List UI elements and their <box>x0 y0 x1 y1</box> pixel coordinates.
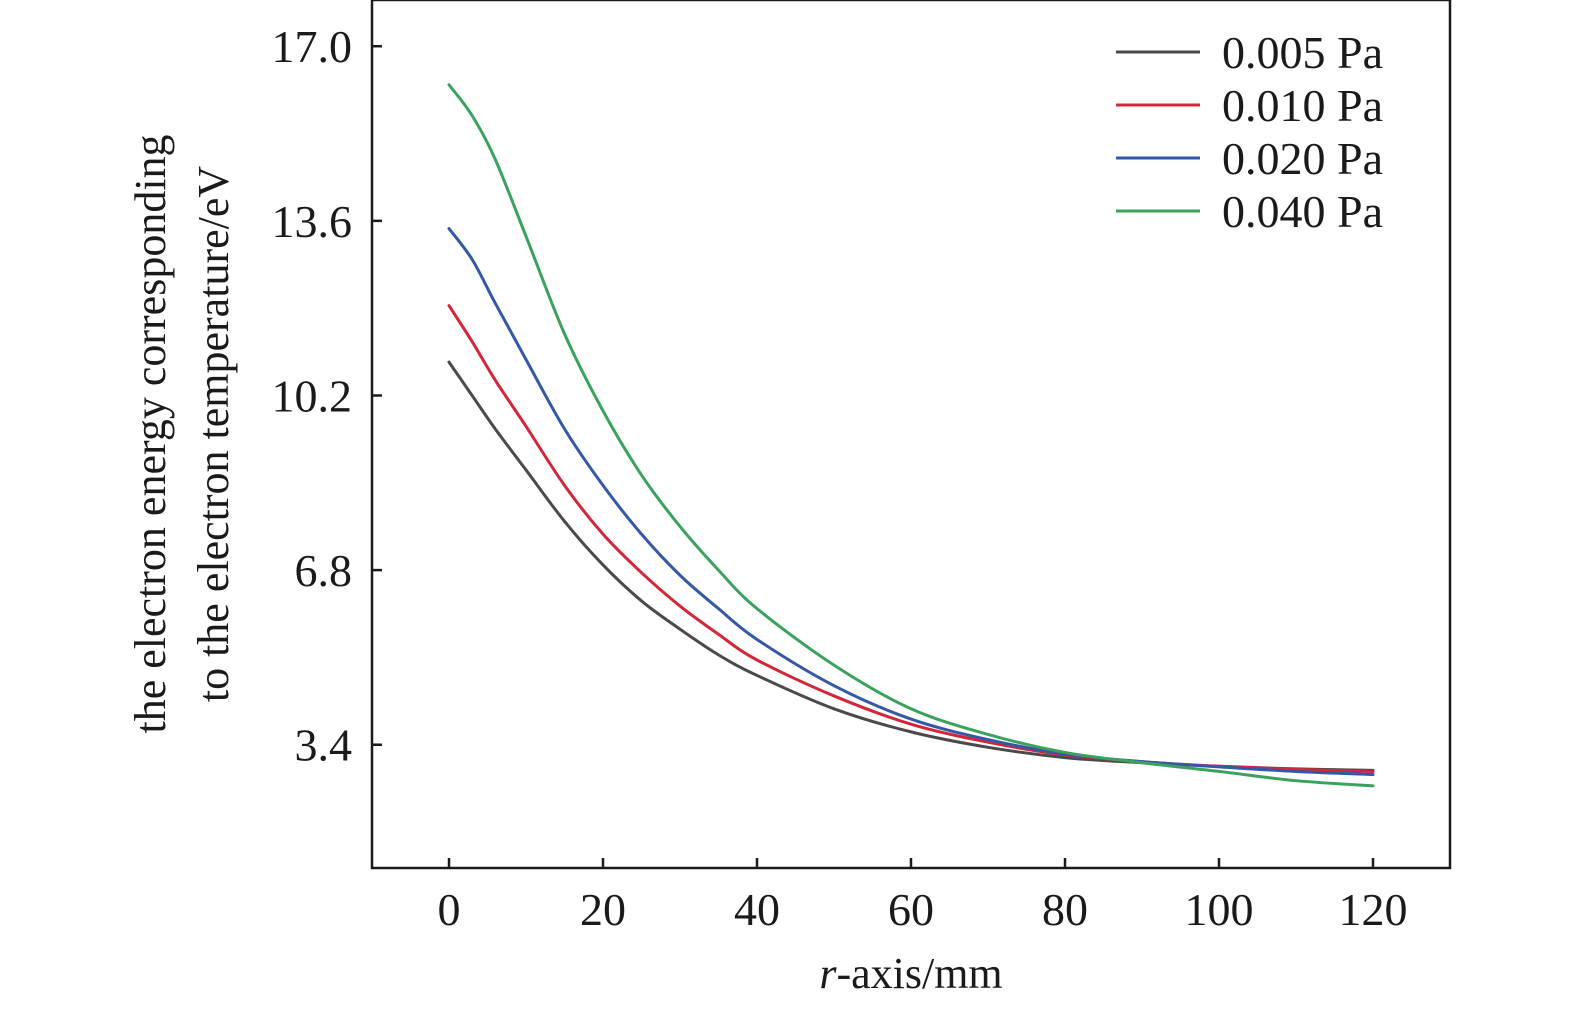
legend-label-0: 0.005 Pa <box>1222 27 1383 78</box>
x-tick-label: 120 <box>1339 884 1408 935</box>
legend-label-2: 0.020 Pa <box>1222 133 1383 184</box>
y-tick-label: 3.4 <box>295 720 353 771</box>
y-axis-title-line2: to the electron temperature/eV <box>189 166 238 703</box>
legend-label-1: 0.010 Pa <box>1222 80 1383 131</box>
legend: 0.005 Pa0.010 Pa0.020 Pa0.040 Pa <box>1116 27 1383 237</box>
x-tick-label: 20 <box>580 884 626 935</box>
legend-label-3: 0.040 Pa <box>1222 186 1383 237</box>
x-axis-title-variable: r <box>819 949 837 998</box>
y-tick-label: 6.8 <box>295 545 353 596</box>
x-tick-label: 40 <box>734 884 780 935</box>
x-axis-ticks: 0 20 40 60 80 100 120 <box>438 858 1408 935</box>
x-tick-label: 80 <box>1042 884 1088 935</box>
series-line-3 <box>447 83 1375 788</box>
x-tick-label: 100 <box>1185 884 1254 935</box>
x-axis-title-unit: -axis/mm <box>836 949 1002 998</box>
y-tick-label: 10.2 <box>272 370 353 421</box>
series-line-2 <box>447 227 1375 777</box>
y-axis-ticks: 3.4 6.8 10.2 13.6 17.0 <box>272 21 382 771</box>
y-tick-label: 13.6 <box>272 196 353 247</box>
x-tick-label: 0 <box>438 884 461 935</box>
y-tick-label: 17.0 <box>272 21 353 72</box>
series-lines <box>447 83 1375 788</box>
y-axis-title-line1: the electron energy corresponding <box>126 134 175 733</box>
x-tick-label: 60 <box>888 884 934 935</box>
series-line-1 <box>447 304 1375 773</box>
x-axis-title: r-axis/mm <box>819 949 1002 998</box>
